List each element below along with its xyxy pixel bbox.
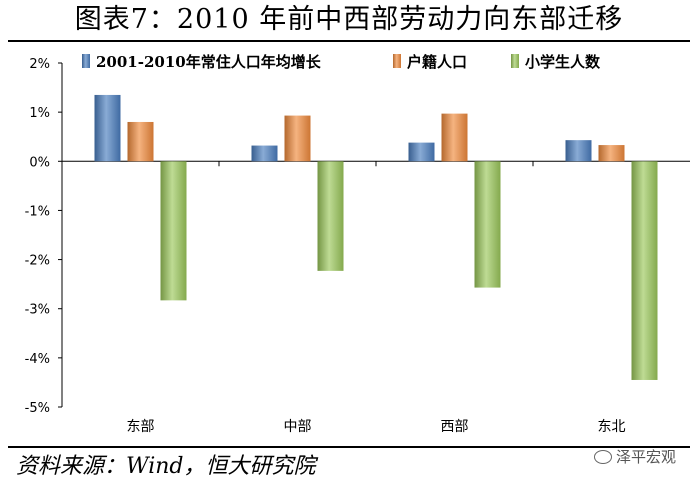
bar xyxy=(284,115,311,162)
y-tick-label: 2% xyxy=(29,57,50,72)
bar xyxy=(631,161,658,380)
y-tick-label: -3% xyxy=(25,303,50,318)
legend-label: 2001-2010年常住人口年均增长 xyxy=(96,53,322,71)
x-tick-label: 东北 xyxy=(598,419,626,435)
bar xyxy=(565,140,592,162)
y-tick-label: -4% xyxy=(25,352,50,367)
wechat-icon xyxy=(593,450,612,464)
y-tick-label: -2% xyxy=(25,254,50,269)
bar-chart: 2% 1% 0% -1% -2% -3% -4% -5% 东部 中部 西部 东北 2001-2010年常… xyxy=(25,53,690,435)
bar xyxy=(317,161,344,271)
bar xyxy=(127,121,154,162)
y-tick-label: 0% xyxy=(29,155,50,170)
title-divider xyxy=(8,40,690,42)
legend-swatch xyxy=(511,54,519,68)
y-tick-label: 1% xyxy=(29,106,50,121)
bar xyxy=(598,145,625,162)
bar xyxy=(441,113,468,162)
legend-swatch xyxy=(82,54,90,68)
source-note: 资料来源：Wind，恒大研究院 xyxy=(16,454,316,479)
chart-title: 图表7：2010 年前中西部劳动力向东部迁移 xyxy=(74,4,624,35)
legend-swatch xyxy=(393,54,401,68)
bar xyxy=(474,161,501,288)
y-tick-label: -5% xyxy=(25,401,50,416)
y-tick-label: -1% xyxy=(25,204,50,219)
bar xyxy=(408,142,435,162)
x-tick-label: 东部 xyxy=(127,419,155,435)
x-tick-label: 西部 xyxy=(441,419,469,435)
source-divider xyxy=(8,446,690,448)
bar xyxy=(251,145,278,162)
bar xyxy=(94,94,121,162)
bar xyxy=(160,161,187,301)
watermark-text: 泽平宏观 xyxy=(615,448,676,466)
watermark: 泽平宏观 xyxy=(593,446,676,468)
legend-label: 小学生人数 xyxy=(525,53,601,71)
x-tick-label: 中部 xyxy=(284,419,312,435)
legend-label: 户籍人口 xyxy=(407,53,467,71)
